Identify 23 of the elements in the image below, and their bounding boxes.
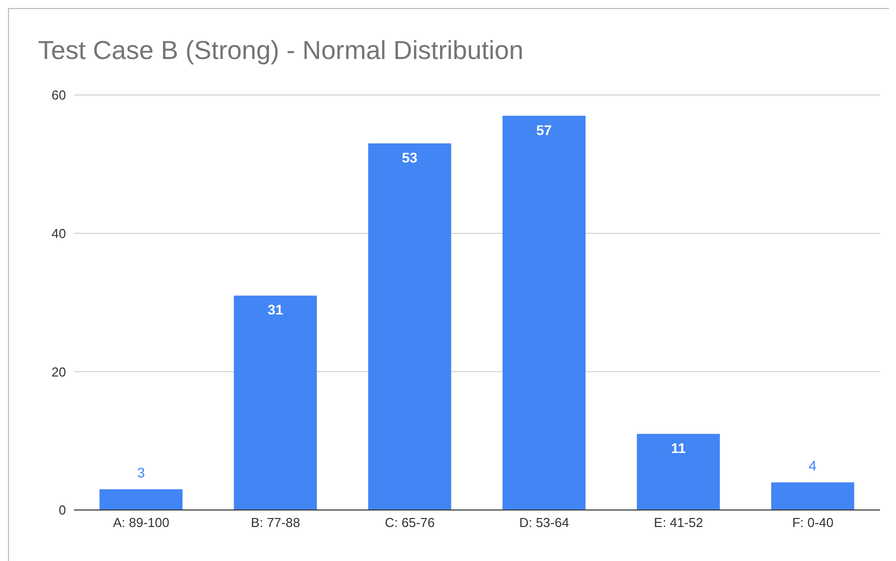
data-label: 4 [808, 457, 817, 474]
bar [234, 296, 317, 510]
x-tick-label: F: 0-40 [792, 515, 834, 530]
y-tick-label: 20 [52, 364, 66, 380]
bar [368, 143, 452, 510]
data-label: 3 [137, 464, 146, 480]
y-tick-label: 60 [52, 88, 66, 103]
x-tick-label: E: 41-52 [654, 515, 704, 530]
data-label: 57 [536, 122, 552, 138]
data-label: 11 [670, 440, 686, 456]
x-tick-label: B: 77-88 [250, 515, 300, 530]
chart-title: Test Case B (Strong) - Normal Distribution [38, 35, 524, 66]
y-tick-label: 0 [58, 502, 66, 518]
bar [636, 434, 720, 510]
data-label: 53 [402, 149, 418, 166]
x-tick-label: D: 53-64 [519, 515, 570, 530]
x-tick-label: A: 89-100 [112, 515, 170, 530]
bar [502, 116, 586, 510]
x-tick-label: C: 65-76 [384, 515, 435, 530]
bar [100, 489, 183, 510]
bar [771, 482, 854, 510]
data-label: 31 [268, 302, 284, 318]
y-tick-label: 40 [52, 226, 66, 241]
